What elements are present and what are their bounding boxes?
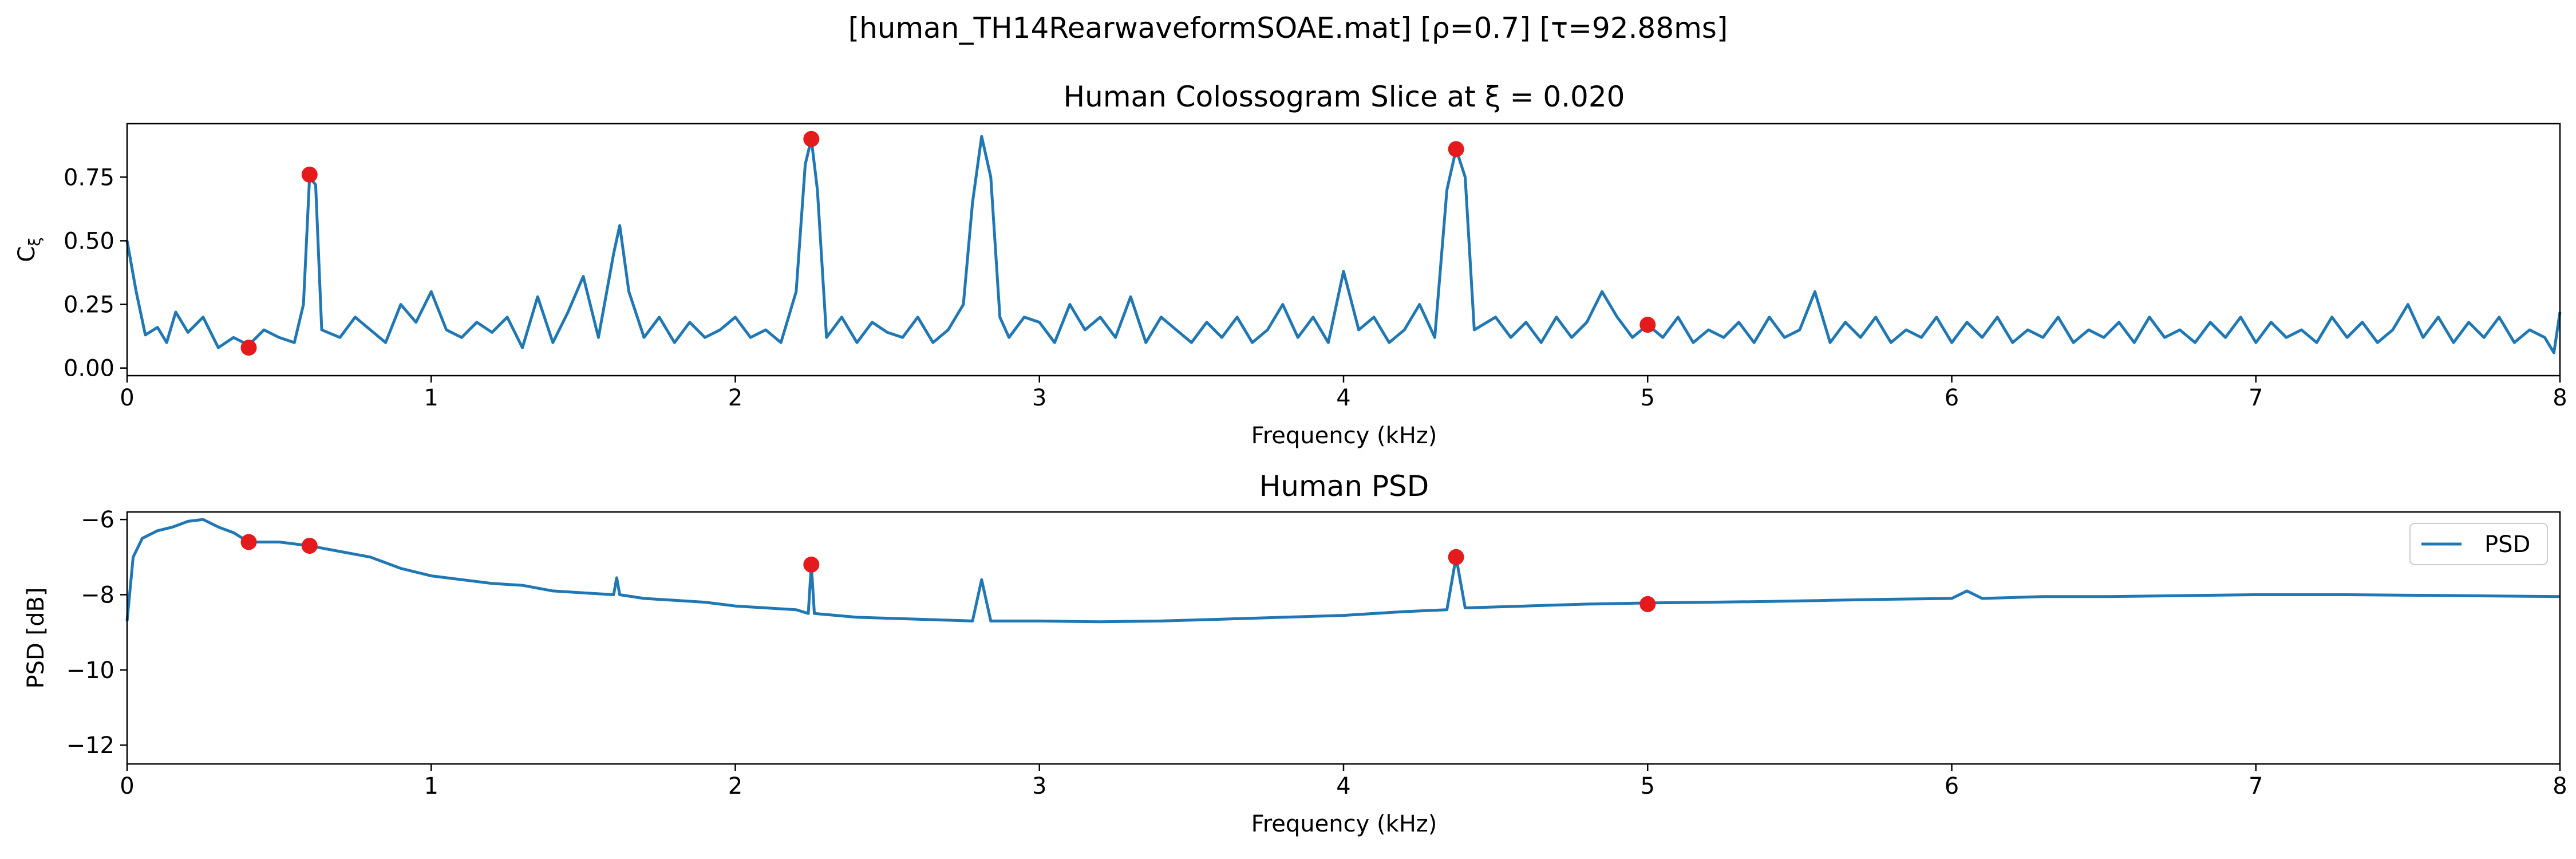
colossogram-x-tick-label: 7 [2249, 385, 2263, 411]
colossogram-peak-marker [301, 166, 318, 183]
psd-peak-marker [1639, 596, 1656, 612]
psd-x-tick-label: 6 [1945, 773, 1959, 799]
colossogram-x-tick-label: 4 [1336, 385, 1350, 411]
colossogram-y-tick-label: 0.00 [64, 356, 114, 382]
legend-label-psd: PSD [2484, 531, 2530, 558]
psd-ylabel: PSD [dB] [23, 587, 49, 688]
psd-x-tick-label: 1 [424, 773, 438, 799]
psd-x-tick-label: 4 [1336, 773, 1350, 799]
psd-peak-marker [301, 538, 318, 554]
colossogram-peak-marker [240, 340, 257, 356]
colossogram-peak-marker [1639, 317, 1656, 333]
psd-data-layer [125, 518, 2561, 624]
colossogram-x-tick-label: 5 [1641, 385, 1655, 411]
psd-x-tick-label: 7 [2249, 773, 2263, 799]
psd-panel: Human PSD 0 1 2 3 4 5 6 7 8 −12 −10 −8 −6 Frequency… [23, 470, 2567, 837]
colossogram-panel: Human Colossogram Slice at ξ = 0.020 0 1 2… [14, 80, 2567, 449]
colossogram-series-line [125, 135, 2562, 354]
colossogram-title: Human Colossogram Slice at ξ = 0.020 [1064, 80, 1625, 113]
psd-plot-area [127, 512, 2560, 764]
psd-peak-marker [240, 534, 257, 550]
psd-legend: PSD [2409, 523, 2548, 565]
colossogram-x-tick-label: 6 [1945, 385, 1959, 411]
psd-title: Human PSD [1259, 470, 1429, 503]
colossogram-plot-area [127, 124, 2560, 376]
colossogram-y-tick-label: 0.75 [64, 164, 114, 191]
colossogram-x-tick-label: 8 [2553, 385, 2567, 411]
psd-x-tick-label: 8 [2553, 773, 2567, 799]
colossogram-x-tick-label: 3 [1032, 385, 1046, 411]
colossogram-x-tick-label: 1 [424, 385, 438, 411]
colossogram-x-tick-label: 0 [120, 385, 134, 411]
psd-x-tick-label: 2 [728, 773, 742, 799]
colossogram-y-tick-label: 0.50 [64, 228, 114, 254]
colossogram-data-layer [125, 131, 2562, 356]
psd-y-tick-label: −8 [81, 582, 114, 608]
psd-y-tick-label: −6 [81, 507, 114, 533]
psd-x-axis: 0 1 2 3 4 5 6 7 8 [120, 764, 2567, 799]
colossogram-x-tick-label: 2 [728, 385, 742, 411]
colossogram-y-tick-label: 0.25 [64, 292, 114, 318]
psd-x-tick-label: 0 [120, 773, 134, 799]
colossogram-xlabel: Frequency (kHz) [1251, 423, 1437, 449]
colossogram-x-axis: 0 1 2 3 4 5 6 7 8 [120, 376, 2567, 411]
psd-x-tick-label: 3 [1032, 773, 1046, 799]
psd-y-tick-label: −10 [66, 657, 114, 684]
colossogram-y-axis: 0.00 0.25 0.50 0.75 [64, 164, 127, 382]
psd-x-tick-label: 5 [1641, 773, 1655, 799]
legend-box [2409, 523, 2548, 565]
psd-series-line [125, 518, 2561, 624]
psd-y-axis: −12 −10 −8 −6 [66, 507, 127, 759]
psd-peak-marker [1448, 549, 1464, 565]
colossogram-peak-marker [1448, 141, 1464, 157]
colossogram-peak-marker [803, 131, 820, 147]
figure-suptitle: [human_TH14RearwaveformSOAE.mat] [ρ=0.7]… [848, 11, 1728, 45]
psd-y-tick-label: −12 [66, 732, 114, 759]
psd-peak-marker [803, 556, 820, 573]
colossogram-ylabel: Cξ [14, 237, 44, 262]
psd-xlabel: Frequency (kHz) [1251, 811, 1437, 837]
